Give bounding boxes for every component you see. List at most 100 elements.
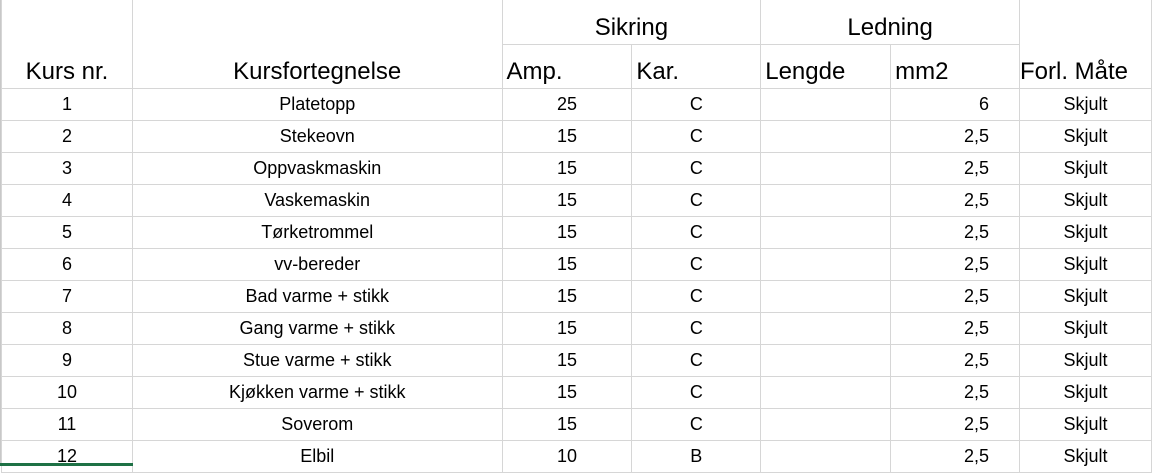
cell-forl-mate[interactable]: Skjult xyxy=(1019,344,1152,377)
cell-amp[interactable]: 15 xyxy=(501,312,633,345)
cell[interactable] xyxy=(1019,0,1152,45)
cell-lengde[interactable] xyxy=(760,88,892,121)
cell-kursfortegnelse[interactable]: Tørketrommel xyxy=(131,216,503,249)
cell-kursfortegnelse[interactable]: Platetopp xyxy=(131,88,503,121)
cell-kursfortegnelse[interactable]: Oppvaskmaskin xyxy=(131,152,503,185)
header-kar[interactable]: Kar. xyxy=(631,44,762,89)
cell-forl-mate[interactable]: Skjult xyxy=(1019,312,1152,345)
cell-lengde[interactable] xyxy=(760,440,892,473)
cell-forl-mate[interactable]: Skjult xyxy=(1019,120,1152,153)
cell-mm2[interactable]: 2,5 xyxy=(890,312,1020,345)
cell-kursfortegnelse[interactable]: vv-bereder xyxy=(131,248,503,281)
cell-lengde[interactable] xyxy=(760,184,892,217)
cell-kurs-nr[interactable]: 2 xyxy=(1,120,133,153)
header-amp[interactable]: Amp. xyxy=(501,44,633,89)
cell-lengde[interactable] xyxy=(760,216,892,249)
cell-mm2[interactable]: 2,5 xyxy=(890,280,1020,313)
header-kursfortegnelse[interactable]: Kursfortegnelse xyxy=(131,44,503,89)
cell-lengde[interactable] xyxy=(760,376,892,409)
cell-amp[interactable]: 15 xyxy=(501,184,633,217)
table-row: 2 Stekeovn 15 C 2,5 Skjult xyxy=(1,120,1152,153)
cell-kar[interactable]: C xyxy=(631,216,762,249)
cell-kurs-nr[interactable]: 4 xyxy=(1,184,133,217)
table-row: 3 Oppvaskmaskin 15 C 2,5 Skjult xyxy=(1,152,1152,185)
cell-kurs-nr[interactable]: 5 xyxy=(1,216,133,249)
cell-kursfortegnelse[interactable]: Gang varme + stikk xyxy=(131,312,503,345)
header-kurs-nr[interactable]: Kurs nr. xyxy=(1,44,133,89)
cell-kar[interactable]: C xyxy=(631,152,762,185)
cell-lengde[interactable] xyxy=(760,344,892,377)
cell-kar[interactable]: C xyxy=(631,344,762,377)
cell[interactable] xyxy=(131,0,503,45)
cell-mm2[interactable]: 6 xyxy=(890,88,1020,121)
cell-kar[interactable]: C xyxy=(631,120,762,153)
cell-forl-mate[interactable]: Skjult xyxy=(1019,88,1152,121)
cell-mm2[interactable]: 2,5 xyxy=(890,248,1020,281)
cell-mm2[interactable]: 2,5 xyxy=(890,440,1020,473)
cell-kar[interactable]: C xyxy=(631,88,762,121)
cell-kurs-nr[interactable]: 8 xyxy=(1,312,133,345)
cell-kar[interactable]: C xyxy=(631,408,762,441)
cell-mm2[interactable]: 2,5 xyxy=(890,216,1020,249)
cell-amp[interactable]: 15 xyxy=(501,216,633,249)
cell-kursfortegnelse[interactable]: Soverom xyxy=(131,408,503,441)
cell-amp[interactable]: 15 xyxy=(501,248,633,281)
cell-amp[interactable]: 15 xyxy=(501,280,633,313)
cell-kursfortegnelse[interactable]: Bad varme + stikk xyxy=(131,280,503,313)
cell-kursfortegnelse[interactable]: Stue varme + stikk xyxy=(131,344,503,377)
cell-kurs-nr[interactable]: 3 xyxy=(1,152,133,185)
cell-lengde[interactable] xyxy=(760,120,892,153)
cell-mm2[interactable]: 2,5 xyxy=(890,344,1020,377)
cell-amp[interactable]: 25 xyxy=(501,88,633,121)
cell-kursfortegnelse[interactable]: Elbil xyxy=(131,440,503,473)
cell-amp[interactable]: 10 xyxy=(501,440,633,473)
cell-amp[interactable]: 15 xyxy=(501,376,633,409)
cell-forl-mate[interactable]: Skjult xyxy=(1019,280,1152,313)
cell-forl-mate[interactable]: Skjult xyxy=(1019,408,1152,441)
cell-kar[interactable]: C xyxy=(631,184,762,217)
table-row: 10 Kjøkken varme + stikk 15 C 2,5 Skjult xyxy=(1,376,1152,409)
cell-lengde[interactable] xyxy=(760,152,892,185)
group-header-sikring[interactable]: Sikring xyxy=(501,0,762,45)
cell-lengde[interactable] xyxy=(760,312,892,345)
cell-kar[interactable]: B xyxy=(631,440,762,473)
cell-lengde[interactable] xyxy=(760,280,892,313)
cell-kar[interactable]: C xyxy=(631,248,762,281)
header-lengde[interactable]: Lengde xyxy=(760,44,892,89)
cell-kar[interactable]: C xyxy=(631,312,762,345)
cell-forl-mate[interactable]: Skjult xyxy=(1019,152,1152,185)
cell-kar[interactable]: C xyxy=(631,280,762,313)
cell-mm2[interactable]: 2,5 xyxy=(890,152,1020,185)
cell-mm2[interactable]: 2,5 xyxy=(890,408,1020,441)
cell-kurs-nr[interactable]: 11 xyxy=(1,408,133,441)
cell-amp[interactable]: 15 xyxy=(501,408,633,441)
group-header-row: Sikring Ledning xyxy=(1,0,1152,45)
cell-kurs-nr[interactable]: 7 xyxy=(1,280,133,313)
cell-kursfortegnelse[interactable]: Kjøkken varme + stikk xyxy=(131,376,503,409)
cell-forl-mate[interactable]: Skjult xyxy=(1019,248,1152,281)
cell-forl-mate[interactable]: Skjult xyxy=(1019,440,1152,473)
cell-kurs-nr[interactable]: 10 xyxy=(1,376,133,409)
header-forl-mate[interactable]: Forl. Måte xyxy=(1019,44,1152,89)
cell-amp[interactable]: 15 xyxy=(501,152,633,185)
cell-lengde[interactable] xyxy=(760,248,892,281)
cell-kurs-nr[interactable]: 12 xyxy=(1,440,133,473)
cell-kursfortegnelse[interactable]: Stekeovn xyxy=(131,120,503,153)
cell-lengde[interactable] xyxy=(760,408,892,441)
group-header-ledning[interactable]: Ledning xyxy=(760,0,1020,45)
cell-kurs-nr[interactable]: 6 xyxy=(1,248,133,281)
cell-kurs-nr[interactable]: 9 xyxy=(1,344,133,377)
cell-amp[interactable]: 15 xyxy=(501,120,633,153)
cell-forl-mate[interactable]: Skjult xyxy=(1019,216,1152,249)
cell-mm2[interactable]: 2,5 xyxy=(890,376,1020,409)
cell-forl-mate[interactable]: Skjult xyxy=(1019,376,1152,409)
cell-kurs-nr[interactable]: 1 xyxy=(1,88,133,121)
cell-kar[interactable]: C xyxy=(631,376,762,409)
cell-forl-mate[interactable]: Skjult xyxy=(1019,184,1152,217)
header-mm2[interactable]: mm2 xyxy=(890,44,1020,89)
cell-mm2[interactable]: 2,5 xyxy=(890,184,1020,217)
cell-amp[interactable]: 15 xyxy=(501,344,633,377)
cell-kursfortegnelse[interactable]: Vaskemaskin xyxy=(131,184,503,217)
cell[interactable] xyxy=(1,0,133,45)
cell-mm2[interactable]: 2,5 xyxy=(890,120,1020,153)
